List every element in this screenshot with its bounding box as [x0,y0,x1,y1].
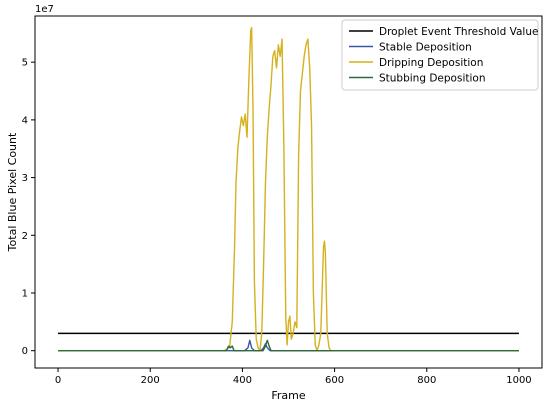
series-layer [58,26,519,352]
x-tick-label: 0 [55,375,61,386]
x-tick-label: 600 [325,375,344,386]
legend: Droplet Event Threshold Value Stable Depo… [341,19,539,91]
y-tick-label: 1 [22,288,28,299]
x-axis-label: Frame [271,389,306,402]
y-tick-label: 3 [22,173,28,184]
y-offset-label: 1e7 [35,4,54,15]
x-tick-label: 400 [233,375,252,386]
y-tick-label: 4 [22,115,28,126]
y-axis-label: Total Blue Pixel Count [6,132,19,252]
series-line-3 [58,26,519,352]
x-tick-label: 800 [417,375,436,386]
x-tick-label: 200 [141,375,160,386]
series-line-4 [58,339,519,352]
plot-area-frame [34,15,543,369]
legend-label-2: Stable Deposition [379,41,472,53]
y-tick-label: 5 [22,58,28,69]
y-tick-label: 2 [22,231,28,242]
legend-frame [341,19,539,91]
x-axis-ticks: 0 200 400 600 800 1000 [55,368,532,386]
legend-label-1: Droplet Event Threshold Value [379,26,538,38]
y-tick-label: 0 [22,346,28,357]
y-axis-ticks: 0 1 2 3 4 5 [22,58,35,357]
legend-label-4: Stubbing Deposition [379,72,485,84]
x-tick-label: 1000 [506,375,531,386]
legend-label-3: Dripping Deposition [379,57,483,69]
